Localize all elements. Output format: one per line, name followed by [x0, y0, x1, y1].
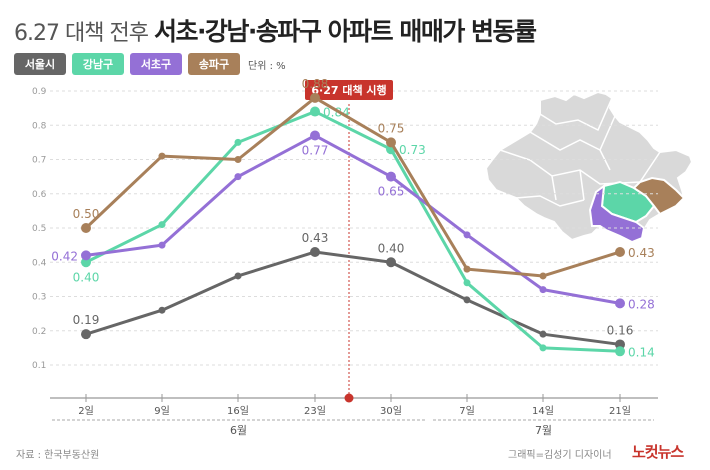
- data-label: 0.40: [73, 270, 100, 284]
- data-point: [386, 171, 396, 182]
- data-point: [234, 272, 242, 280]
- y-tick-label: 0.1: [32, 361, 46, 371]
- data-point: [234, 138, 242, 146]
- data-label: 0.42: [51, 249, 78, 263]
- event-marker: [344, 393, 354, 403]
- data-point: [158, 241, 166, 249]
- y-tick-label: 0.4: [32, 258, 47, 268]
- graphic-credit: 그래픽=김성기 디자이너: [508, 450, 612, 461]
- data-point: [310, 130, 320, 141]
- data-point: [158, 221, 166, 229]
- data-point: [539, 344, 547, 352]
- title-prefix: 6.27 대책 전후: [14, 21, 149, 46]
- publisher-logo: 노컷뉴스: [632, 443, 684, 461]
- data-label: 0.40: [378, 241, 405, 255]
- series-line-0: [85, 250, 621, 346]
- data-point: [234, 156, 242, 163]
- y-tick-label: 0.6: [32, 190, 47, 200]
- y-tick-label: 0.3: [32, 293, 46, 303]
- chart-title: 6.27 대책 전후 서초·강남·송파구 아파트 매매가 변동률: [14, 12, 537, 48]
- data-point: [81, 223, 91, 233]
- data-label: 0.65: [378, 185, 405, 199]
- data-point: [615, 246, 625, 257]
- data-point: [158, 152, 166, 160]
- data-point: [234, 173, 242, 181]
- legend-seoul: 서울시: [14, 53, 66, 75]
- data-label: 0.50: [73, 207, 100, 221]
- data-point: [81, 257, 91, 268]
- data-point: [539, 272, 547, 280]
- data-label: 0.16: [607, 323, 634, 337]
- x-tick-label: 14일: [532, 405, 554, 417]
- x-tick-label: 2일: [78, 405, 94, 417]
- plot-area: 0.1 0.2 0.3 0.4 0.5 0.6 0.7 0.8 0.9 2일 9일 16일 23일 30일…: [32, 77, 658, 437]
- data-point: [310, 246, 320, 257]
- legend: 서울시 강남구 서초구 송파구 단위 : %: [14, 53, 286, 75]
- data-point: [386, 137, 396, 148]
- seoul-map-icon: [484, 90, 694, 244]
- data-point: [386, 257, 396, 268]
- event-label-box: [305, 80, 393, 100]
- data-label: 0.43: [628, 246, 655, 260]
- x-tick-label: 21일: [609, 405, 631, 417]
- x-tick-label: 30일: [380, 405, 402, 417]
- x-tick-label: 23일: [304, 405, 326, 417]
- x-tick-label: 9일: [154, 405, 170, 417]
- data-label: 0.43: [302, 231, 329, 245]
- data-label: 0.77: [302, 144, 329, 158]
- data-label: 0.14: [628, 345, 655, 359]
- x-tick-label: 7일: [459, 405, 475, 417]
- legend-seocho: 서초구: [130, 53, 182, 75]
- data-point: [615, 346, 625, 357]
- data-label: 0.84: [323, 106, 350, 120]
- series-line-2: [85, 134, 621, 305]
- title-main: 서초·강남·송파구 아파트 매매가 변동률: [153, 17, 537, 46]
- data-point: [463, 231, 471, 239]
- month-label: 7월: [535, 424, 552, 437]
- legend-songpa: 송파구: [188, 53, 240, 75]
- data-point: [463, 265, 471, 273]
- y-tick-label: 0.5: [32, 224, 46, 234]
- unit-label: 단위 : %: [248, 60, 286, 72]
- data-point: [81, 250, 91, 261]
- data-point: [81, 329, 91, 340]
- month-label: 6월: [230, 424, 247, 437]
- x-tick-label: 16일: [227, 405, 249, 417]
- data-point: [539, 330, 547, 338]
- data-point: [310, 92, 320, 103]
- data-point: [539, 286, 547, 294]
- y-tick-label: 0.2: [32, 327, 46, 337]
- event-label: 6·27 대책 시행: [311, 83, 386, 97]
- data-point: [615, 339, 625, 350]
- data-point: [463, 296, 471, 304]
- data-label: 0.28: [628, 297, 655, 311]
- data-point: [615, 298, 625, 309]
- y-tick-label: 0.8: [32, 121, 47, 131]
- data-point: [158, 306, 166, 314]
- source-note: 자료 : 한국부동산원: [16, 450, 100, 461]
- y-tick-label: 0.7: [32, 156, 46, 166]
- legend-gangnam: 강남구: [72, 53, 124, 75]
- series-line-3: [84, 96, 621, 278]
- data-label: 0.73: [399, 143, 426, 157]
- data-point: [310, 106, 320, 117]
- y-tick-label: 0.9: [32, 87, 47, 97]
- series-line-1: [85, 110, 621, 353]
- data-label: 0.19: [73, 313, 100, 327]
- data-label: 0.88: [302, 77, 329, 91]
- data-label: 0.75: [378, 121, 405, 135]
- data-point: [463, 279, 471, 287]
